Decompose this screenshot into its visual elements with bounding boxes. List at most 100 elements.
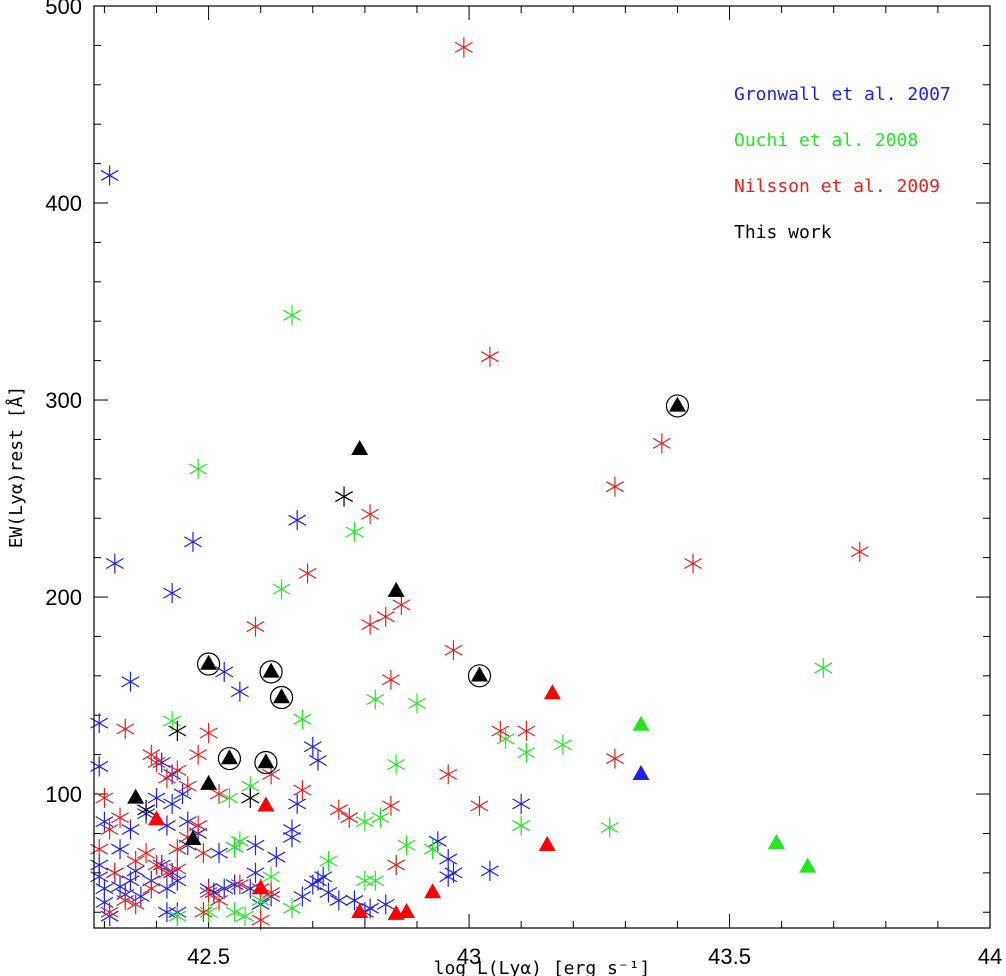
circled-triangle-point: [262, 662, 280, 678]
data-points: [90, 37, 869, 931]
point-nilsson-et-al-2009: [480, 346, 499, 367]
point-gronwall-et-al-2007: [293, 886, 312, 907]
x-tick-label: 42.5: [187, 944, 230, 969]
point-gronwall-et-al-2007: [230, 681, 249, 702]
point-nilsson-et-al-2009: [361, 614, 380, 635]
point-gronwall-et-al-2007: [288, 793, 307, 814]
point-nilsson-et-al-2009: [210, 890, 228, 911]
point-ouchi-et-al-2008: [423, 839, 442, 860]
x-tick-labels: 42.5 43 43.5 44: [187, 944, 1002, 969]
circled-marker-ring: [259, 660, 283, 684]
point-nilsson-et-al-2009: [684, 553, 703, 574]
point-nilsson-et-al-2009: [491, 720, 510, 741]
legend-entry: Nilsson et al. 2009: [734, 176, 940, 197]
circled-triangle-point: [200, 654, 218, 670]
point-nilsson-et-al-2009: [168, 839, 187, 860]
y-tick-label: 400: [45, 191, 82, 216]
point-this-work: [168, 720, 187, 741]
point-nilsson-et-al-2009: [251, 910, 270, 931]
point-gronwall-et-al-2007: [267, 847, 286, 868]
point-nilsson-et-al-2009: [168, 760, 187, 781]
circled-triangle-point: [257, 753, 275, 769]
triangle-point: [387, 581, 405, 597]
point-nilsson-et-al-2009: [157, 862, 176, 883]
point-ouchi-et-al-2008: [366, 689, 385, 710]
point-gronwall-et-al-2007: [163, 793, 182, 814]
point-gronwall-et-al-2007: [147, 787, 166, 808]
point-gronwall-et-al-2007: [105, 553, 124, 574]
point-nilsson-et-al-2009: [100, 902, 119, 923]
point-gronwall-et-al-2007: [246, 862, 265, 883]
point-gronwall-et-al-2007: [480, 860, 499, 881]
point-nilsson-et-al-2009: [340, 807, 359, 828]
triangle-point: [351, 439, 369, 455]
point-gronwall-et-al-2007: [303, 736, 322, 757]
point-nilsson-et-al-2009: [105, 862, 124, 883]
circled-marker-ring: [197, 652, 221, 676]
circled-triangle-point: [273, 688, 291, 704]
point-gronwall-et-al-2007: [376, 894, 395, 915]
point-nilsson-et-al-2009: [126, 851, 145, 872]
point-ouchi-et-al-2008: [236, 906, 255, 927]
point-nilsson-et-al-2009: [387, 854, 406, 875]
point-gronwall-et-al-2007: [282, 827, 301, 848]
point-ouchi-et-al-2008: [553, 734, 572, 755]
point-nilsson-et-al-2009: [376, 606, 395, 627]
point-gronwall-et-al-2007: [303, 874, 322, 895]
point-nilsson-et-al-2009: [298, 563, 317, 584]
point-nilsson-et-al-2009: [246, 616, 265, 637]
y-tick-label: 100: [45, 782, 82, 807]
x-tick-label: 43.5: [708, 944, 751, 969]
point-nilsson-et-al-2009: [168, 858, 187, 879]
circled-marker-ring: [665, 394, 690, 418]
point-nilsson-et-al-2009: [194, 902, 213, 923]
x-tick-label: 43: [457, 944, 481, 969]
point-gronwall-et-al-2007: [215, 661, 234, 682]
triangle-point: [148, 810, 166, 826]
legend-entry: Ouchi et al. 2008: [734, 130, 918, 151]
point-gronwall-et-al-2007: [121, 819, 140, 840]
point-nilsson-et-al-2009: [329, 799, 348, 820]
y-tick-label: 200: [45, 585, 82, 610]
triangle-point: [543, 684, 561, 700]
point-nilsson-et-al-2009: [850, 541, 869, 562]
triangle-point: [632, 765, 650, 781]
plot-frame: [93, 5, 991, 929]
point-nilsson-et-al-2009: [381, 669, 400, 690]
point-gronwall-et-al-2007: [163, 583, 182, 604]
point-gronwall-et-al-2007: [319, 882, 338, 903]
point-nilsson-et-al-2009: [605, 476, 624, 497]
triangle-point: [184, 830, 202, 846]
point-gronwall-et-al-2007: [184, 531, 202, 552]
point-gronwall-et-al-2007: [100, 165, 119, 186]
point-nilsson-et-al-2009: [142, 878, 161, 899]
circled-marker-ring: [217, 746, 242, 771]
y-axis-title: EW(Lyα)rest [Å]: [5, 386, 27, 549]
point-nilsson-et-al-2009: [147, 854, 166, 875]
point-gronwall-et-al-2007: [121, 671, 140, 692]
point-nilsson-et-al-2009: [361, 504, 380, 525]
point-gronwall-et-al-2007: [439, 849, 458, 870]
point-gronwall-et-al-2007: [329, 890, 348, 911]
point-nilsson-et-al-2009: [189, 744, 208, 765]
point-ouchi-et-al-2008: [168, 906, 187, 927]
point-nilsson-et-al-2009: [147, 752, 166, 773]
point-nilsson-et-al-2009: [439, 764, 458, 785]
point-nilsson-et-al-2009: [100, 819, 119, 840]
point-nilsson-et-al-2009: [189, 815, 208, 836]
point-nilsson-et-al-2009: [293, 780, 312, 801]
point-nilsson-et-al-2009: [194, 843, 213, 864]
point-ouchi-et-al-2008: [189, 458, 208, 479]
point-ouchi-et-al-2008: [512, 815, 531, 836]
legend-entry: This work: [734, 222, 832, 243]
point-ouchi-et-al-2008: [282, 898, 301, 919]
point-ouchi-et-al-2008: [225, 837, 244, 858]
point-gronwall-et-al-2007: [288, 510, 307, 531]
point-this-work: [335, 486, 354, 507]
point-gronwall-et-al-2007: [314, 866, 333, 887]
point-ouchi-et-al-2008: [371, 807, 390, 828]
circled-marker-ring: [269, 685, 294, 710]
point-nilsson-et-al-2009: [95, 787, 114, 808]
point-gronwall-et-al-2007: [309, 750, 327, 771]
point-nilsson-et-al-2009: [178, 776, 197, 797]
